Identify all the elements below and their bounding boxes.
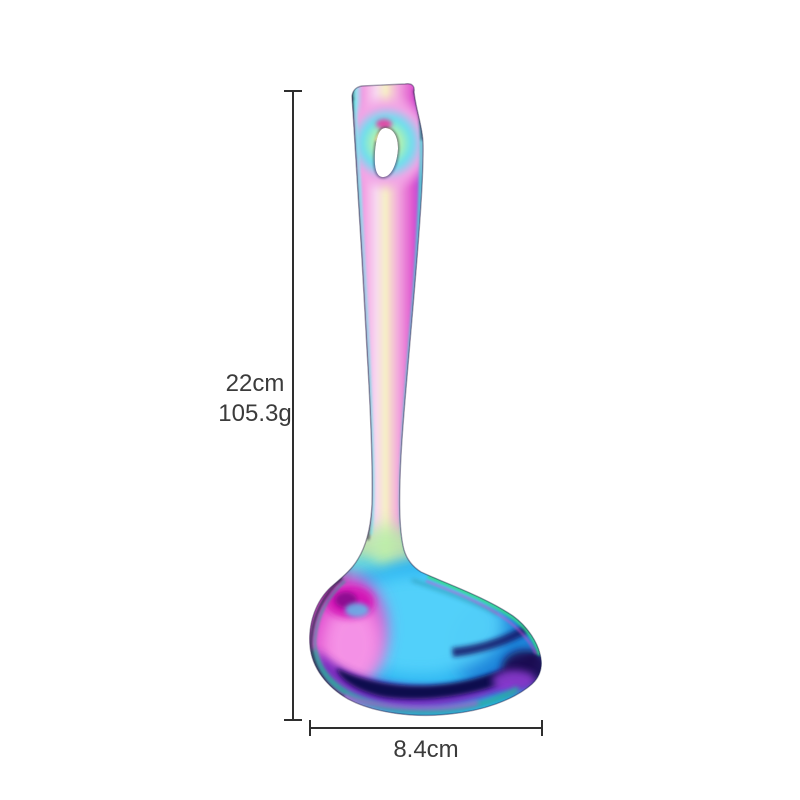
length-measure-cap-bottom [284,719,302,721]
length-measure-cap-top [284,90,302,92]
dimension-labels: 22cm 105.3g [195,369,315,429]
width-label: 8.4cm [393,736,459,763]
length-label: 22cm [225,370,285,397]
ladle-outline [309,83,542,716]
weight-label: 105.3g [218,400,292,427]
width-measure-line [309,720,543,736]
length-measure-line [284,90,302,721]
ladle-body [309,83,542,716]
width-measure-cap-left [309,720,311,736]
bowl-reflections [318,578,542,709]
width-measure-cap-right [541,720,543,736]
